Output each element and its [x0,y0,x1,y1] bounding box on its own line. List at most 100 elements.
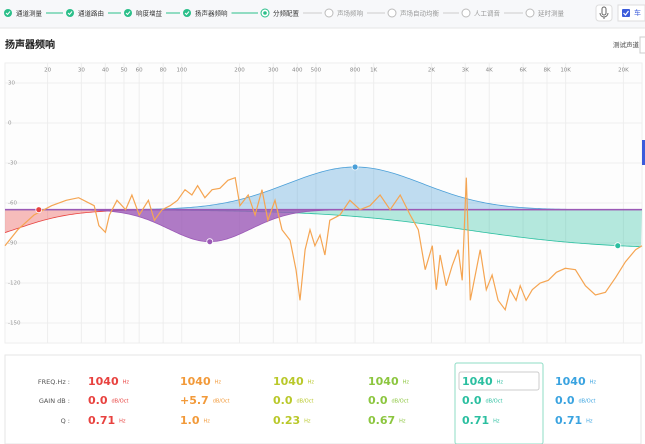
param-unit: dB/Oct [213,399,230,405]
param-unit: Hz [308,380,315,386]
param-value[interactable]: 1040 [368,375,399,388]
step-check [67,11,73,16]
param-value[interactable]: 1040 [180,375,211,388]
param-unit: Hz [304,419,311,425]
param-unit: dB/Oct [392,399,409,405]
filter-area [5,167,642,210]
y-tick-label: 30 [8,81,15,87]
step-label[interactable]: 声场自动均衡 [400,9,440,18]
step-icon [461,8,471,18]
param-value[interactable]: 0.71 [462,414,489,427]
x-tick-label: 8K [543,68,550,74]
x-tick-label: 200 [234,68,245,74]
x-tick-label: 10K [560,68,571,74]
param-value[interactable]: 0.0 [273,394,293,407]
param-value[interactable]: 1040 [273,375,304,388]
param-value[interactable]: 0.71 [555,414,582,427]
filter-node[interactable] [351,163,359,171]
param-unit: Hz [403,380,410,386]
y-tick-label: -90 [8,241,17,247]
param-unit: dB/Oct [579,399,596,405]
param-value[interactable]: 1.0 [180,414,200,427]
step-label[interactable]: 延时测量 [538,9,565,18]
filter-node[interactable] [614,242,622,250]
step-label[interactable]: 声场频响 [337,9,364,18]
x-tick-label: 300 [268,68,279,74]
param-unit: dB/Oct [486,399,503,405]
param-unit: Hz [119,419,126,425]
step-icon [525,8,535,18]
param-unit: Hz [493,419,500,425]
x-tick-label: 500 [311,68,322,74]
step-label[interactable]: 分频配置 [273,9,300,18]
step-label[interactable]: 通道路由 [78,9,104,18]
x-tick-label: 3K [462,68,469,74]
x-tick-label: 6K [519,68,526,74]
step-icon [124,9,132,17]
param-unit: Hz [215,380,222,386]
mic-icon [599,6,609,19]
x-tick-label: 60 [136,68,143,74]
x-tick-label: 50 [120,68,127,74]
freq-input[interactable] [458,371,540,391]
step-icon [324,8,334,18]
checkbox[interactable] [622,9,630,17]
top-bar [0,0,645,28]
param-value[interactable]: 1040 [88,375,119,388]
param-label: GAIN dB : [39,397,70,405]
y-tick-label: -30 [8,161,17,167]
param-value[interactable]: 0.0 [88,394,108,407]
step-label[interactable]: 响度增益 [136,9,163,18]
x-tick-label: 30 [78,68,85,74]
x-tick-label: 20K [618,68,629,74]
x-tick-label: 80 [160,68,167,74]
step-check [125,11,131,16]
param-value[interactable]: 0.71 [88,414,115,427]
param-unit: Hz [204,419,211,425]
param-value[interactable]: 0.23 [273,414,300,427]
param-value[interactable]: +5.7 [180,394,209,407]
param-value[interactable]: 0.0 [462,394,482,407]
param-unit: Hz [399,419,406,425]
y-tick-label: -120 [8,281,21,287]
step-label[interactable]: 人工调音 [474,9,501,18]
param-unit: Hz [123,380,130,386]
step-label[interactable]: 通道测量 [16,9,43,18]
x-tick-label: 400 [292,68,303,74]
param-label: FREQ.Hz : [38,378,70,386]
param-label: Q : [61,417,70,425]
step-icon [66,9,74,17]
mic-button[interactable] [595,4,613,22]
filter-area [5,209,642,242]
channel-select[interactable] [639,36,645,54]
page-title: 扬声器频响 [5,38,55,51]
step-label[interactable]: 扬声器频响 [195,9,228,18]
param-value[interactable]: 1040 [555,375,586,388]
step-icon [387,8,397,18]
x-tick-label: 4K [486,68,493,74]
response-line [4,176,643,312]
param-unit: Hz [586,419,593,425]
param-value[interactable]: 0.67 [368,414,395,427]
param-value[interactable]: 0.0 [555,394,575,407]
check-icon [623,10,629,16]
x-tick-label: 2K [428,68,435,74]
filter-node[interactable] [206,238,214,246]
param-value[interactable]: 0.0 [368,394,388,407]
y-tick-label: 0 [8,121,12,127]
scroll-thumb [642,140,645,165]
param-unit: Hz [590,380,597,386]
y-tick-label: -60 [8,201,17,207]
step-icon [4,9,12,17]
checkbox-label: 车 [634,8,641,17]
step-check [184,11,190,16]
filter-node[interactable] [35,206,43,214]
channel-label: 测试声道 [613,40,640,49]
param-unit: dB/Oct [112,399,129,405]
param-unit: dB/Oct [297,399,314,405]
x-tick-label: 1K [370,68,377,74]
param-value[interactable]: 1040 [462,375,493,388]
